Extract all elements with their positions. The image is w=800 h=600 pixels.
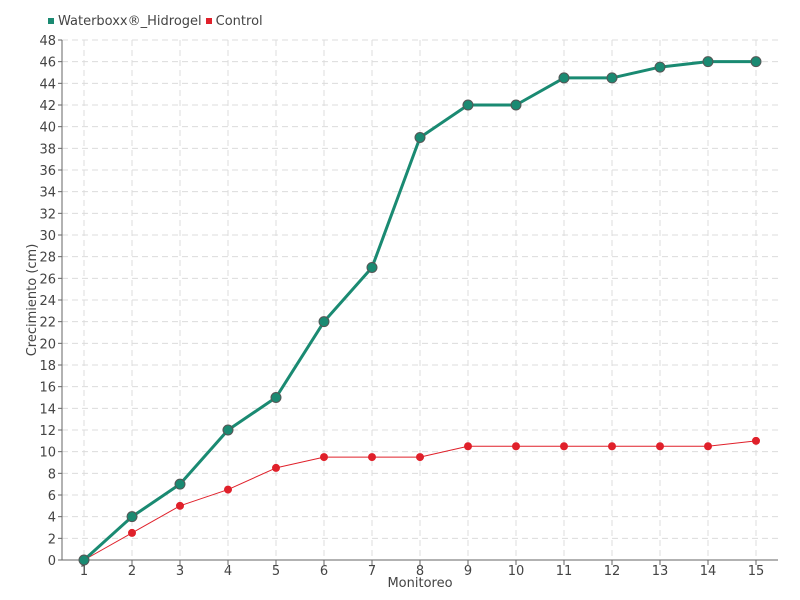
y-tick-label: 34 [39, 186, 56, 201]
y-tick-label: 24 [39, 294, 56, 309]
y-tick-label: 10 [39, 446, 56, 461]
data-point-waterboxx[interactable] [606, 72, 618, 84]
y-tick-label: 16 [39, 381, 56, 396]
y-tick-label: 30 [39, 229, 56, 244]
data-point-waterboxx[interactable] [174, 478, 186, 490]
y-tick-label: 32 [39, 207, 56, 222]
x-tick-label: 15 [748, 564, 765, 579]
y-tick-label: 36 [39, 164, 56, 179]
chart-legend: Waterboxx®_Hidrogel Control [48, 12, 267, 30]
x-tick-label: 3 [176, 564, 184, 579]
legend-swatch-control [205, 18, 212, 24]
x-tick-label: 8 [416, 564, 424, 579]
y-tick-label: 26 [39, 272, 56, 287]
data-point-control[interactable] [224, 485, 232, 494]
x-tick-label: 2 [128, 564, 136, 579]
data-point-control[interactable] [176, 501, 184, 510]
data-point-control[interactable] [464, 442, 472, 451]
data-point-control[interactable] [128, 528, 136, 537]
data-point-waterboxx[interactable] [318, 316, 330, 328]
y-tick-label: 28 [39, 251, 56, 266]
data-point-waterboxx[interactable] [414, 132, 426, 143]
legend-item-control[interactable]: Control [205, 13, 263, 29]
legend-label-control: Control [215, 13, 263, 29]
y-tick-label: 20 [39, 337, 56, 352]
data-point-waterboxx[interactable] [510, 99, 522, 111]
x-tick-label: 4 [224, 564, 232, 579]
y-tick-label: 2 [48, 532, 56, 547]
y-tick-label: 42 [39, 99, 56, 114]
data-point-waterboxx[interactable] [78, 554, 90, 566]
x-tick-label: 12 [604, 564, 621, 579]
x-axis-ticks: 1 2 3 4 5 6 7 8 9 10 11 12 13 14 15 [80, 560, 764, 579]
y-tick-label: 14 [39, 402, 56, 417]
data-point-waterboxx[interactable] [222, 424, 234, 436]
y-axis-title: Crecimiento (cm) [25, 244, 40, 357]
series-waterboxx [78, 56, 762, 566]
data-point-waterboxx[interactable] [654, 61, 666, 73]
x-tick-label: 10 [508, 564, 525, 579]
grid-lines [62, 39, 778, 560]
data-point-control[interactable] [368, 453, 376, 462]
data-point-control[interactable] [608, 442, 616, 451]
data-point-control[interactable] [416, 453, 424, 462]
data-point-control[interactable] [512, 442, 520, 451]
x-tick-label: 5 [272, 564, 280, 579]
y-tick-label: 40 [39, 121, 56, 136]
x-tick-label: 7 [368, 564, 376, 579]
data-point-control[interactable] [560, 442, 568, 451]
y-tick-label: 8 [48, 467, 56, 482]
data-point-waterboxx[interactable] [126, 511, 138, 523]
y-tick-label: 48 [39, 34, 56, 49]
y-tick-label: 38 [39, 142, 56, 157]
legend-label-waterboxx: Waterboxx®_Hidrogel [58, 13, 202, 29]
x-tick-label: 9 [464, 564, 472, 579]
x-tick-label: 14 [700, 564, 717, 579]
legend-item-waterboxx[interactable]: Waterboxx®_Hidrogel [48, 14, 202, 29]
x-tick-label: 13 [652, 564, 669, 579]
x-tick-label: 1 [80, 564, 88, 579]
y-tick-label: 22 [39, 316, 56, 331]
x-axis-title: Monitoreo [387, 576, 452, 591]
series-layer [78, 56, 762, 566]
y-tick-label: 4 [48, 511, 56, 526]
data-point-control[interactable] [704, 442, 712, 451]
legend-swatch-waterboxx [48, 18, 54, 24]
data-point-waterboxx[interactable] [702, 56, 714, 68]
y-tick-label: 0 [48, 554, 56, 569]
data-point-waterboxx[interactable] [558, 72, 570, 84]
x-tick-label: 6 [320, 564, 328, 579]
y-tick-label: 44 [39, 77, 56, 92]
data-point-waterboxx[interactable] [366, 262, 378, 273]
data-point-control[interactable] [656, 442, 664, 451]
y-tick-label: 46 [39, 56, 56, 71]
x-tick-label: 11 [556, 564, 573, 579]
data-point-waterboxx[interactable] [270, 392, 282, 403]
y-axis-ticks: 0246810121416182022242628303234363840424… [39, 34, 62, 569]
data-point-control[interactable] [320, 453, 328, 462]
y-tick-label: 6 [48, 489, 56, 504]
data-point-control[interactable] [272, 463, 280, 472]
data-point-waterboxx[interactable] [462, 99, 474, 111]
data-point-waterboxx[interactable] [750, 56, 762, 68]
y-tick-label: 18 [39, 359, 56, 374]
y-tick-label: 12 [39, 424, 56, 439]
data-point-control[interactable] [752, 436, 760, 445]
